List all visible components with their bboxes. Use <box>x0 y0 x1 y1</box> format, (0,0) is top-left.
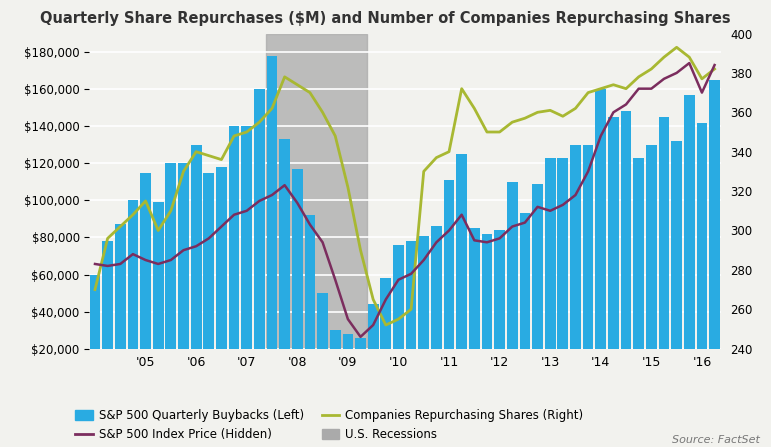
Bar <box>545 158 556 386</box>
Text: Source: FactSet: Source: FactSet <box>672 435 759 445</box>
Bar <box>266 34 367 349</box>
Bar <box>570 145 581 386</box>
Bar <box>608 117 619 386</box>
Bar <box>419 236 429 386</box>
Bar <box>456 154 467 386</box>
Bar <box>431 226 442 386</box>
Bar <box>204 173 214 386</box>
Bar <box>292 169 303 386</box>
Bar <box>153 202 163 386</box>
Bar <box>672 141 682 386</box>
Bar <box>494 230 505 386</box>
Bar <box>317 293 328 386</box>
Bar <box>89 274 100 386</box>
Legend: S&P 500 Quarterly Buybacks (Left), S&P 500 Index Price (Hidden), Companies Repur: S&P 500 Quarterly Buybacks (Left), S&P 5… <box>76 409 584 441</box>
Bar <box>482 234 493 386</box>
Bar <box>709 80 720 386</box>
Bar <box>583 145 594 386</box>
Bar <box>393 245 404 386</box>
Bar <box>443 180 454 386</box>
Bar <box>342 334 353 386</box>
Bar <box>684 95 695 386</box>
Bar <box>216 167 227 386</box>
Bar <box>696 122 707 386</box>
Bar <box>380 278 391 386</box>
Bar <box>115 224 126 386</box>
Bar <box>355 337 366 386</box>
Bar <box>229 126 240 386</box>
Bar <box>520 213 530 386</box>
Bar <box>658 117 669 386</box>
Bar <box>595 89 606 386</box>
Bar <box>267 56 278 386</box>
Bar <box>103 241 113 386</box>
Bar <box>507 182 517 386</box>
Bar <box>633 158 644 386</box>
Bar <box>368 304 379 386</box>
Bar <box>406 241 416 386</box>
Bar <box>190 145 201 386</box>
Bar <box>140 173 151 386</box>
Bar <box>330 330 341 386</box>
Bar <box>469 228 480 386</box>
Bar <box>532 184 543 386</box>
Bar <box>557 158 568 386</box>
Bar <box>178 163 189 386</box>
Bar <box>127 200 138 386</box>
Bar <box>254 89 264 386</box>
Bar <box>305 215 315 386</box>
Text: Quarterly Share Repurchases ($M) and Number of Companies Repurchasing Shares: Quarterly Share Repurchases ($M) and Num… <box>40 11 731 26</box>
Bar <box>241 126 252 386</box>
Bar <box>279 139 290 386</box>
Bar <box>166 163 177 386</box>
Bar <box>621 111 631 386</box>
Bar <box>646 145 657 386</box>
